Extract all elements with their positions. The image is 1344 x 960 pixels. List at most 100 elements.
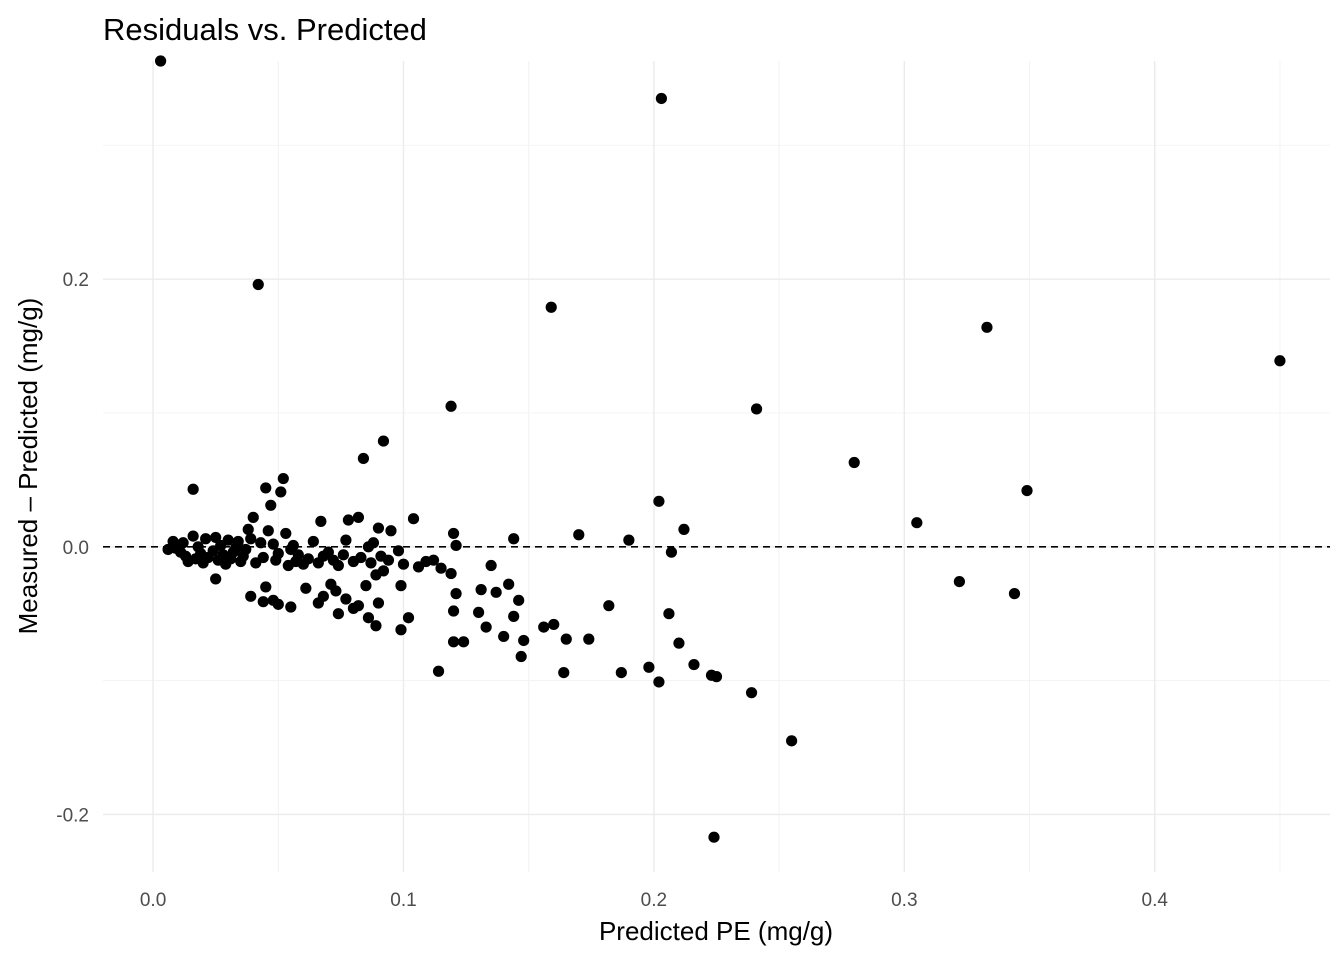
x-tick-label: 0.4 [1142,890,1169,911]
scatter-point [508,610,520,622]
scatter-point [432,665,445,677]
scatter-point [1021,484,1033,497]
scatter-point [615,666,627,679]
scatter-point [292,549,304,561]
scatter-point [242,523,254,535]
scatter-point [1008,588,1021,600]
scatter-point [498,630,510,643]
scatter-point [515,650,527,663]
scatter-point [257,596,269,608]
scatter-point [372,522,385,534]
scatter-point [245,590,257,602]
scatter-point [352,511,365,523]
scatter-point [262,525,274,537]
scatter-point [573,529,585,541]
scatter-point [370,620,382,632]
x-tick-label: 0.0 [140,890,166,911]
scatter-point [377,565,390,577]
scatter-point [558,666,570,679]
scatter-point [450,539,462,552]
scatter-point [708,831,720,843]
scatter-point [508,533,520,545]
scatter-point [445,400,457,412]
scatter-point [300,582,312,594]
scatter-point [583,633,595,645]
scatter-point [280,527,292,540]
scatter-point [750,403,763,415]
scatter-point [247,511,259,523]
scatter-point [473,606,485,618]
plot-grid [103,61,1330,872]
scatter-point [265,499,277,511]
scatter-point [981,321,993,333]
scatter-point [475,584,487,596]
scatter-point [260,482,272,494]
scatter-point [255,537,267,549]
scatter-point [272,547,284,560]
y-tick-label: -0.2 [56,805,89,826]
scatter-point [207,545,219,557]
scatter-point [688,658,700,671]
y-tick-label: 0.2 [63,270,89,291]
scatter-point [447,605,460,617]
scatter-point [397,558,410,570]
scatter-point [355,551,367,564]
data-points [154,55,1286,843]
scatter-point [365,557,377,569]
scatter-point [490,586,502,598]
scatter-point [450,588,462,600]
scatter-point [480,621,492,633]
scatter-point [260,581,272,593]
scatter-point [402,612,415,624]
x-tick-label: 0.1 [390,890,416,911]
scatter-point [663,608,675,620]
scatter-point [302,553,314,565]
scatter-point [187,530,199,542]
scatter-point [267,538,279,550]
scatter-point [317,590,329,602]
scatter-point [315,515,327,527]
scatter-point [272,598,284,610]
scatter-point [710,671,723,683]
scatter-point [317,550,329,562]
scatter-point [745,687,758,699]
scatter-point [352,600,365,612]
scatter-point [560,633,572,645]
scatter-point [252,278,264,291]
scatter-point [953,575,965,588]
scatter-point [603,600,615,612]
scatter-point [245,533,257,545]
scatter-point [673,637,685,649]
x-axis-title: Predicted PE (mg/g) [599,916,833,946]
scatter-point [385,525,397,537]
scatter-point [200,533,212,545]
scatter-point [538,621,550,633]
scatter-point [518,634,530,647]
chart-title: Residuals vs. Predicted [103,12,427,47]
scatter-point [340,593,352,605]
scatter-point [227,546,239,558]
scatter-point [653,676,665,688]
scatter-point [187,483,199,495]
scatter-point [240,543,252,556]
scatter-point [332,559,344,572]
axis-ticks: 0.0 0.1 0.2 0.3 0.4 -0.2 0.0 0.2 [56,270,1168,911]
x-tick-label: 0.3 [891,890,917,911]
scatter-point [382,554,395,566]
scatter-point [275,486,287,498]
scatter-point [513,594,525,606]
scatter-point [435,562,447,574]
scatter-point [257,551,269,564]
scatter-point [362,612,375,624]
scatter-point [848,456,860,469]
scatter-point [360,580,372,592]
scatter-point [357,452,370,465]
scatter-point [392,545,405,557]
y-tick-label: 0.0 [63,538,89,559]
scatter-point [623,534,635,546]
scatter-point [447,636,460,648]
scatter-point [445,567,457,580]
scatter-point [154,55,167,67]
scatter-point [643,661,655,673]
scatter-point [395,580,407,592]
